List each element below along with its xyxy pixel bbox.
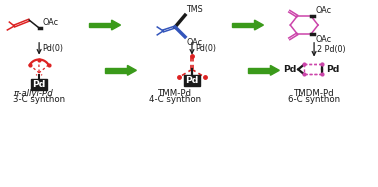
Polygon shape	[105, 68, 127, 73]
Text: TMS: TMS	[186, 5, 203, 14]
Text: 6-C synthon: 6-C synthon	[288, 95, 340, 104]
Text: Pd: Pd	[33, 80, 46, 89]
Text: Pd(0): Pd(0)	[42, 44, 63, 53]
Polygon shape	[254, 20, 263, 30]
Polygon shape	[127, 65, 136, 75]
Text: OAc: OAc	[315, 35, 331, 44]
Text: Pd: Pd	[326, 65, 339, 74]
Text: 3-C synthon: 3-C synthon	[13, 95, 65, 104]
Text: Pd(0): Pd(0)	[195, 44, 216, 53]
Text: 2 Pd(0): 2 Pd(0)	[317, 45, 345, 54]
Text: TMDM-Pd: TMDM-Pd	[294, 89, 335, 98]
Text: π-allyl-Pd: π-allyl-Pd	[13, 89, 53, 98]
Text: OAc: OAc	[42, 18, 58, 27]
Polygon shape	[270, 65, 279, 75]
Text: Pd: Pd	[185, 76, 199, 85]
Text: TMM-Pd: TMM-Pd	[158, 89, 192, 98]
Text: 4-C synthon: 4-C synthon	[149, 95, 201, 104]
Polygon shape	[112, 20, 121, 30]
Text: Pd: Pd	[283, 65, 296, 74]
Polygon shape	[232, 23, 254, 27]
Polygon shape	[89, 23, 112, 27]
Text: OAc: OAc	[315, 6, 331, 15]
Text: OAc: OAc	[186, 38, 202, 47]
Text: Pd: Pd	[185, 76, 199, 85]
Polygon shape	[248, 68, 270, 73]
Text: Pd: Pd	[33, 80, 46, 89]
